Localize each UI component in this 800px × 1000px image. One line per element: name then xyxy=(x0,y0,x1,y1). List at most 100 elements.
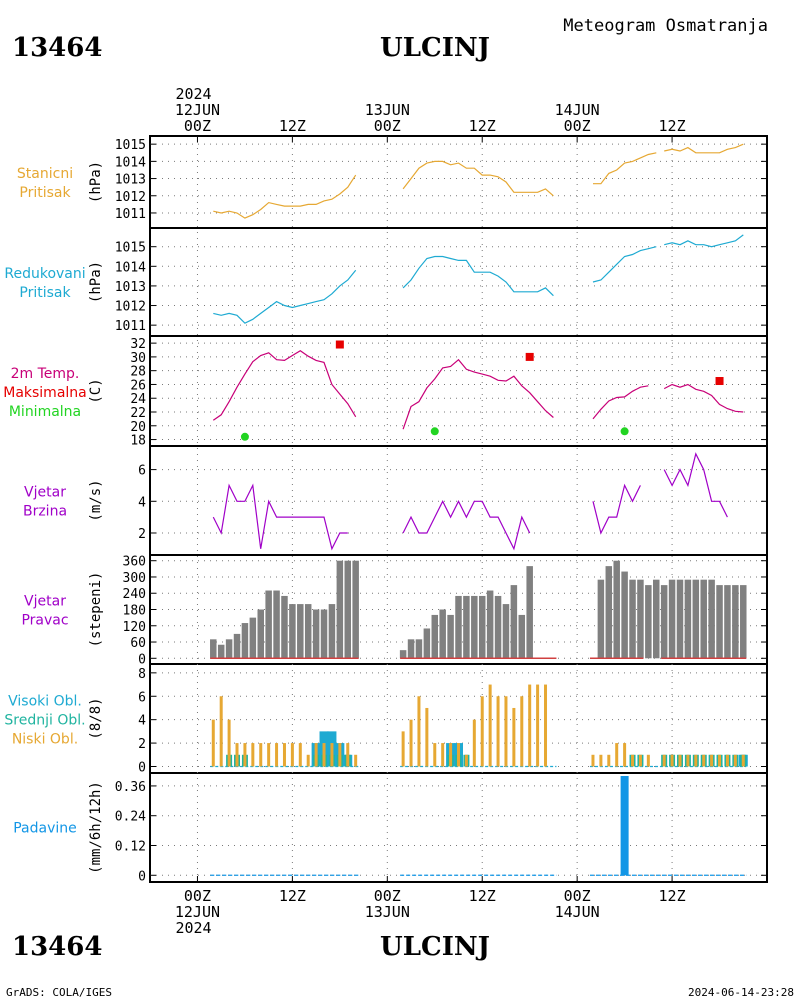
y-tick-label: 60 xyxy=(130,636,146,651)
time-label-bottom: 00Z xyxy=(564,887,591,905)
time-label-bottom: 12Z xyxy=(279,887,306,905)
time-label-bottom: 13JUN xyxy=(365,903,410,921)
low-cloud-bar xyxy=(409,719,413,767)
time-label-bottom: 12JUN xyxy=(175,903,220,921)
time-label-top: 12Z xyxy=(469,117,496,135)
panel-label: 2m Temp. xyxy=(11,366,80,382)
time-label-bottom: 00Z xyxy=(374,887,401,905)
precip-bar xyxy=(620,776,629,876)
wind-direction-bar xyxy=(740,585,747,659)
y-tick-label: 18 xyxy=(130,434,146,449)
wind-direction-bar xyxy=(724,585,731,659)
wind-direction-bar xyxy=(273,590,280,659)
tmin-marker xyxy=(430,427,439,436)
y-tick-label: 20 xyxy=(130,420,146,435)
y-tick-label: 180 xyxy=(123,604,146,619)
series-line-station_pressure xyxy=(213,174,357,219)
panel-label: Pritisak xyxy=(19,285,71,301)
y-tick-label: 1013 xyxy=(115,173,146,188)
series-line-temperature xyxy=(663,383,744,413)
low-cloud-bar xyxy=(741,754,745,767)
low-cloud-bar xyxy=(488,684,492,767)
low-cloud-bar xyxy=(219,696,223,767)
station-id-top: 13464 xyxy=(12,33,102,63)
footer-timestamp: 2024-06-14-23:28 xyxy=(688,986,794,999)
tmin-marker xyxy=(620,427,629,436)
time-label-bottom: 12Z xyxy=(469,887,496,905)
low-cloud-bar xyxy=(464,754,468,767)
low-cloud-bar xyxy=(417,696,421,767)
wind-direction-bar xyxy=(233,633,241,659)
tmax-marker xyxy=(715,377,724,386)
wind-direction-bar xyxy=(510,585,518,659)
wind-direction-bar xyxy=(304,604,312,659)
panel-label: Vjetar xyxy=(24,485,66,501)
low-cloud-bar xyxy=(433,743,437,767)
y-tick-label: 300 xyxy=(123,571,146,586)
y-tick-label: 1014 xyxy=(115,155,146,170)
y-tick-label: 8 xyxy=(138,667,146,682)
series-line-reduced_pressure xyxy=(664,234,744,248)
low-cloud-bar xyxy=(354,754,358,767)
wind-direction-bar xyxy=(708,579,715,659)
y-tick-label: 4 xyxy=(138,714,146,729)
series-line-wind_speed xyxy=(663,452,728,518)
time-label-bottom: 2024 xyxy=(175,919,211,937)
low-cloud-bar xyxy=(259,743,263,767)
wind-direction-bar xyxy=(518,614,526,659)
wind-direction-bar xyxy=(486,590,494,659)
wind-direction-bar xyxy=(352,560,359,659)
y-tick-label: 30 xyxy=(130,351,146,366)
plot-frame xyxy=(149,135,768,883)
low-cloud-bar xyxy=(306,754,310,767)
low-cloud-bar xyxy=(298,743,302,767)
low-cloud-bar xyxy=(591,754,595,767)
wind-direction-bar xyxy=(312,609,320,659)
y-axis-label: (hPa) xyxy=(88,261,104,303)
low-cloud-bar xyxy=(678,754,682,767)
wind-direction-bar xyxy=(494,595,502,659)
y-axis-label: (mm/6h/12h) xyxy=(88,781,104,874)
series-line-station_pressure xyxy=(664,143,744,154)
wind-direction-bar xyxy=(613,560,620,659)
wind-direction-bar xyxy=(700,579,707,659)
station-id-bottom: 13464 xyxy=(12,932,102,962)
y-axis-label: (m/s) xyxy=(88,479,104,521)
time-label-bottom: 12Z xyxy=(659,887,686,905)
wind-direction-bar xyxy=(629,579,636,659)
wind-direction-bar xyxy=(463,595,470,659)
wind-direction-bar xyxy=(692,579,700,659)
y-tick-label: 1011 xyxy=(115,207,146,222)
time-label-top: 12Z xyxy=(279,117,306,135)
y-tick-label: 0 xyxy=(138,760,146,775)
wind-direction-bar xyxy=(241,623,249,659)
panel-label: Minimalna xyxy=(9,404,81,420)
low-cloud-bar xyxy=(646,754,650,767)
y-tick-label: 1015 xyxy=(115,138,146,153)
wind-direction-bar xyxy=(281,595,288,659)
series-line-reduced_pressure xyxy=(592,246,657,283)
y-tick-label: 1014 xyxy=(115,260,146,275)
low-cloud-bar xyxy=(686,754,690,767)
y-tick-label: 120 xyxy=(123,620,146,635)
time-label-bottom: 00Z xyxy=(184,887,211,905)
wind-direction-bar xyxy=(605,566,613,659)
low-cloud-bar xyxy=(528,684,532,767)
wind-direction-bar xyxy=(597,579,605,659)
low-cloud-bar xyxy=(670,754,674,767)
wind-direction-bar xyxy=(478,595,486,659)
wind-direction-bar xyxy=(660,585,668,659)
station-name-top: ULCINJ xyxy=(380,33,490,63)
wind-direction-bar xyxy=(645,585,652,659)
tmax-marker xyxy=(525,352,534,361)
low-cloud-bar xyxy=(694,754,698,767)
low-cloud-bar xyxy=(425,707,429,767)
low-cloud-bar xyxy=(314,743,318,767)
low-cloud-bar xyxy=(725,754,729,767)
wind-direction-bar xyxy=(431,614,439,659)
wind-direction-bar xyxy=(336,560,344,659)
low-cloud-bar xyxy=(330,743,334,767)
y-tick-label: 0.24 xyxy=(115,810,146,825)
y-tick-label: 4 xyxy=(138,495,146,510)
